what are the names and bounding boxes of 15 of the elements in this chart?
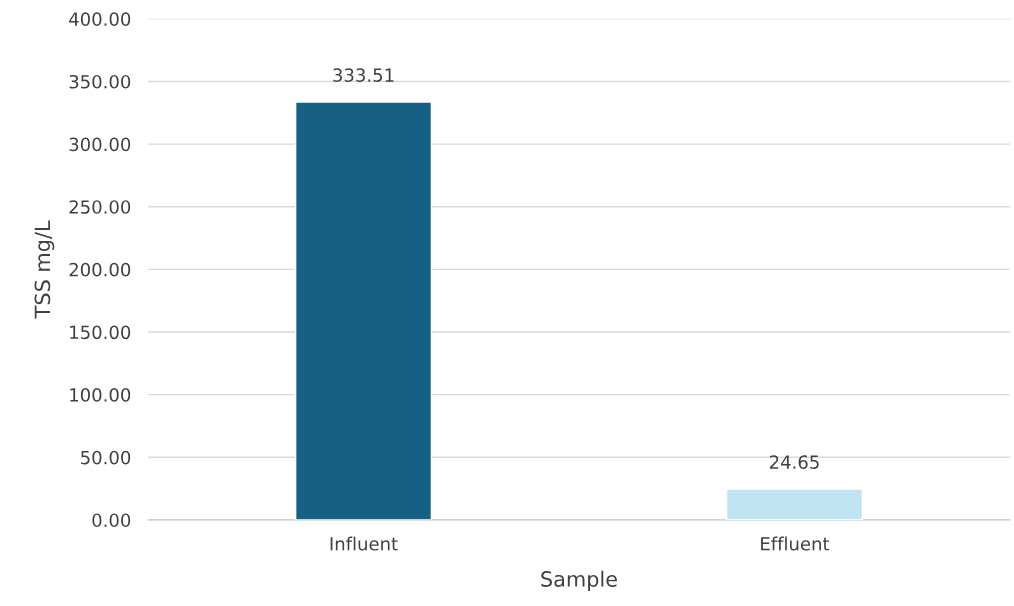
y-tick-label: 300.00 xyxy=(69,137,131,152)
data-label: 24.65 xyxy=(769,455,819,469)
data-label: 333.51 xyxy=(333,68,394,82)
y-tick-label: 200.00 xyxy=(69,262,131,277)
x-tick-label: Effluent xyxy=(761,536,830,551)
y-axis-title: TSS mg/L xyxy=(34,220,55,319)
y-tick-label: 400.00 xyxy=(69,12,131,26)
x-tick-label: Influent xyxy=(330,536,398,551)
y-tick-label: 0.00 xyxy=(92,513,131,528)
y-tick-label: 250.00 xyxy=(69,200,131,214)
y-tick-label: 150.00 xyxy=(70,325,131,340)
x-axis-title: Sample xyxy=(541,570,617,591)
y-tick-label: 50.00 xyxy=(81,450,131,465)
y-tick-label: 350.00 xyxy=(69,74,131,89)
y-tick-label: 100.00 xyxy=(70,388,131,402)
